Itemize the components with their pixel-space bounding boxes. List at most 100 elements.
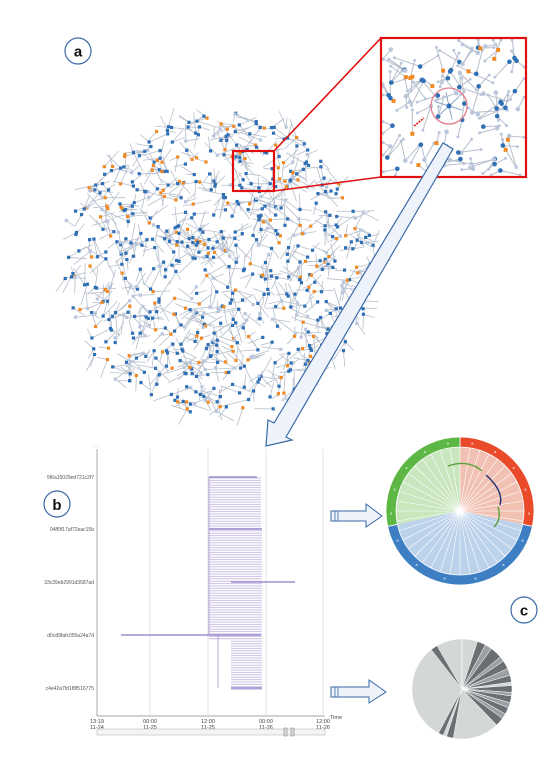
network-edge: [98, 346, 109, 349]
network-node: [218, 127, 222, 131]
network-node: [336, 182, 341, 186]
network-edge: [144, 170, 153, 185]
network-edge: [109, 371, 131, 375]
network-node: [185, 407, 189, 411]
network-node: [155, 187, 159, 191]
network-edge: [141, 152, 155, 163]
inset-edge: [502, 145, 518, 148]
network-node: [123, 276, 127, 280]
network-edge: [210, 350, 232, 357]
network-node: [212, 134, 216, 138]
network-node: [183, 306, 188, 310]
network-edge: [304, 231, 317, 234]
network-edge: [219, 197, 226, 218]
network-node: [274, 229, 278, 233]
network-edge: [222, 235, 241, 242]
network-edge: [106, 154, 121, 169]
network-node: [86, 205, 90, 209]
network-edge: [287, 358, 300, 367]
network-node: [345, 278, 349, 282]
inset-node: [381, 131, 385, 135]
inset-node: [438, 48, 442, 52]
network-node: [190, 296, 194, 301]
inset-edge: [507, 139, 517, 167]
network-edge: [232, 293, 237, 308]
network-node: [237, 307, 241, 311]
inset-edge: [494, 61, 510, 78]
network-node: [119, 166, 123, 170]
network-node: [113, 340, 117, 345]
network-node: [152, 267, 156, 271]
network-edge: [75, 277, 87, 279]
network-edge: [153, 394, 172, 402]
network-node: [155, 310, 159, 314]
network-node: [93, 311, 98, 315]
network-edge: [208, 241, 225, 254]
network-node: [242, 364, 246, 368]
pie-slice: [461, 688, 506, 719]
network-node: [130, 171, 134, 175]
network-node: [335, 214, 339, 219]
pie-chart: [411, 638, 513, 740]
network-edge: [194, 181, 197, 198]
network-node: [109, 234, 113, 238]
network-node: [207, 237, 211, 242]
chord-segment-label: a: [396, 538, 399, 543]
network-node: [296, 347, 300, 351]
network-edge: [280, 193, 283, 209]
brush-handle-left[interactable]: [283, 727, 288, 737]
network-node: [295, 172, 299, 176]
timeline-brush[interactable]: [96, 728, 326, 736]
inset-node: [389, 64, 393, 68]
network-node: [308, 354, 313, 358]
network-node: [311, 334, 316, 339]
network-node: [174, 198, 178, 202]
network-node: [270, 340, 274, 344]
network-node: [298, 275, 302, 279]
network-edge: [115, 302, 121, 313]
network-node: [242, 148, 246, 152]
network-edge: [249, 244, 253, 264]
network-node: [288, 368, 293, 372]
network-node: [194, 285, 199, 289]
chord-segment-label: a: [471, 441, 474, 446]
inset-node: [503, 147, 508, 152]
network-node: [306, 358, 310, 363]
inset-node: [402, 68, 408, 74]
network-node: [120, 271, 124, 275]
network-edge: [84, 263, 86, 285]
network-edge: [140, 318, 149, 339]
network-node: [201, 325, 205, 330]
network-node: [257, 186, 261, 190]
brush-handle-right[interactable]: [290, 727, 295, 737]
network-node: [90, 255, 94, 259]
network-node: [63, 276, 67, 281]
network-edge: [140, 294, 155, 296]
chord-spoke: [459, 453, 490, 512]
network-edge: [220, 399, 249, 408]
network-edge: [293, 282, 302, 303]
network-node: [304, 327, 308, 331]
network-node: [269, 246, 274, 251]
network-node: [183, 371, 187, 375]
inset-edge: [457, 119, 463, 138]
network-edge: [180, 242, 194, 259]
timeline-tick-date: 11-25: [143, 725, 157, 731]
network-node: [302, 231, 306, 235]
timeline-tick-time: 12:00: [316, 719, 330, 725]
network-edge: [181, 151, 197, 159]
network-node: [177, 259, 181, 263]
network-node: [257, 218, 261, 222]
inset-node: [392, 56, 396, 60]
network-node: [194, 179, 198, 184]
network-edge: [158, 333, 171, 336]
inset-node: [462, 90, 466, 94]
network-edge: [125, 352, 144, 367]
network-node: [245, 147, 249, 152]
network-node: [335, 225, 340, 229]
inset-node: [474, 88, 478, 92]
network-edge: [178, 116, 190, 123]
network-node: [191, 241, 195, 245]
inset-node: [487, 73, 491, 77]
network-node: [219, 122, 223, 126]
